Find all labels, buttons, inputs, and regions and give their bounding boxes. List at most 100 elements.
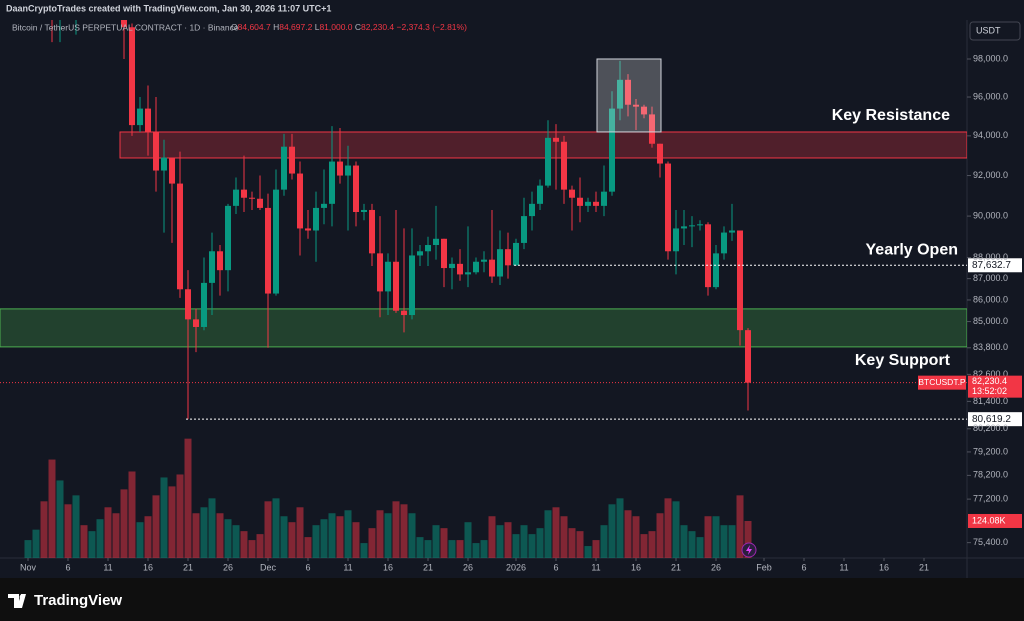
volume-bar: [192, 513, 200, 558]
x-tick-label: 11: [103, 562, 112, 572]
y-tick-label: 81,400.0: [973, 396, 1008, 406]
candle-body: [537, 185, 543, 204]
volume-bar: [128, 471, 136, 558]
candle-body: [129, 27, 135, 126]
volume-bar: [296, 507, 304, 558]
volume-bar: [320, 519, 328, 558]
alert-icon[interactable]: [746, 545, 752, 555]
volume-bar: [280, 516, 288, 558]
candle-body: [601, 191, 607, 206]
candle-body: [585, 201, 591, 206]
volume-label-box: [968, 513, 1022, 528]
zone: [119, 131, 967, 159]
volume-bar: [224, 519, 232, 558]
volume-bar: [408, 513, 416, 558]
volume-bar: [536, 528, 544, 558]
y-tick-label: 96,000.0: [973, 91, 1008, 101]
volume-bar: [504, 522, 512, 558]
x-tick-label: 26: [223, 562, 233, 572]
candle-body: [361, 209, 367, 212]
candle-body: [641, 106, 647, 115]
x-tick-label: 21: [183, 562, 193, 572]
candle-body: [441, 238, 447, 269]
y-tick-label: 85,000.0: [973, 316, 1008, 326]
volume-bar: [512, 534, 520, 558]
candle-body: [121, 20, 127, 28]
candle-body: [561, 141, 567, 190]
y-tick-label: 78,200.0: [973, 470, 1008, 480]
candle-body: [409, 255, 415, 316]
volume-bar: [232, 525, 240, 558]
volume-bar: [200, 507, 208, 558]
volume-label: 124.08K: [972, 515, 1006, 525]
candle-body: [569, 189, 575, 198]
candle-body: [665, 163, 671, 252]
ohlc-legend: O84,604.7 H84,697.2 L81,000.0 C82,230.4 …: [231, 22, 467, 32]
volume-bar: [656, 513, 664, 558]
candle-body: [577, 197, 583, 206]
volume-bar: [576, 531, 584, 558]
y-tick-label: 94,000.0: [973, 130, 1008, 140]
volume-bar: [152, 495, 160, 558]
volume-bar: [88, 531, 96, 558]
candle-body: [697, 224, 703, 226]
annotation: Key Resistance: [832, 107, 950, 124]
candle-body: [689, 225, 695, 227]
volume-bar: [496, 525, 504, 558]
volume-bar: [64, 504, 72, 558]
candle-body: [169, 157, 175, 184]
volume-bar: [640, 534, 648, 558]
y-tick-label: 92,000.0: [973, 170, 1008, 180]
volume-bar: [416, 537, 424, 558]
candle-body: [145, 108, 151, 132]
x-tick-label: 2026: [506, 562, 526, 572]
candle-body: [657, 143, 663, 164]
annotation: Key Support: [855, 352, 951, 369]
candle-body: [329, 161, 335, 204]
volume-bar: [544, 510, 552, 558]
candle-body: [337, 161, 343, 176]
volume-bar: [328, 513, 336, 558]
annotation: Yearly Open: [866, 241, 959, 258]
currency[interactable]: USDT: [976, 25, 1001, 35]
candle-body: [193, 319, 199, 327]
candle-body: [593, 201, 599, 206]
candle-body: [385, 261, 391, 292]
volume-bar: [744, 520, 752, 558]
candle-body: [353, 165, 359, 212]
y-tick-label: 86,000.0: [973, 294, 1008, 304]
volume-bar: [672, 501, 680, 558]
volume-bar: [664, 498, 672, 558]
candle-body: [265, 207, 271, 294]
volume-bar: [632, 516, 640, 558]
candle-body: [313, 207, 319, 231]
candle-body: [721, 232, 727, 254]
candle-body: [297, 173, 303, 229]
volume-bar: [552, 507, 560, 558]
volume-bar: [264, 501, 272, 558]
volume-bar: [136, 522, 144, 558]
volume-bar: [96, 519, 104, 558]
volume-bar: [160, 477, 168, 558]
volume-bar: [32, 529, 40, 558]
x-tick-label: 11: [343, 562, 352, 572]
currency-box[interactable]: [969, 21, 1021, 41]
x-tick-label: 6: [553, 562, 558, 572]
candle-body: [489, 259, 495, 277]
volume-bar: [384, 513, 392, 558]
last-price-box: [968, 375, 1022, 398]
candle-body: [369, 209, 375, 254]
x-tick-label: 16: [879, 562, 889, 572]
volume-bar: [360, 543, 368, 558]
last-price-label: 82,230.4: [972, 376, 1007, 386]
candle-body: [153, 131, 159, 171]
candle-body: [233, 189, 239, 206]
candle-body: [345, 165, 351, 176]
volume-bar: [304, 537, 312, 558]
y-tick-label: 75,400.0: [973, 537, 1008, 547]
x-tick-label: Dec: [260, 562, 277, 572]
footer: [0, 578, 1024, 621]
x-tick-label: 21: [919, 562, 929, 572]
volume-bar: [520, 525, 528, 558]
volume-bar: [472, 543, 480, 558]
